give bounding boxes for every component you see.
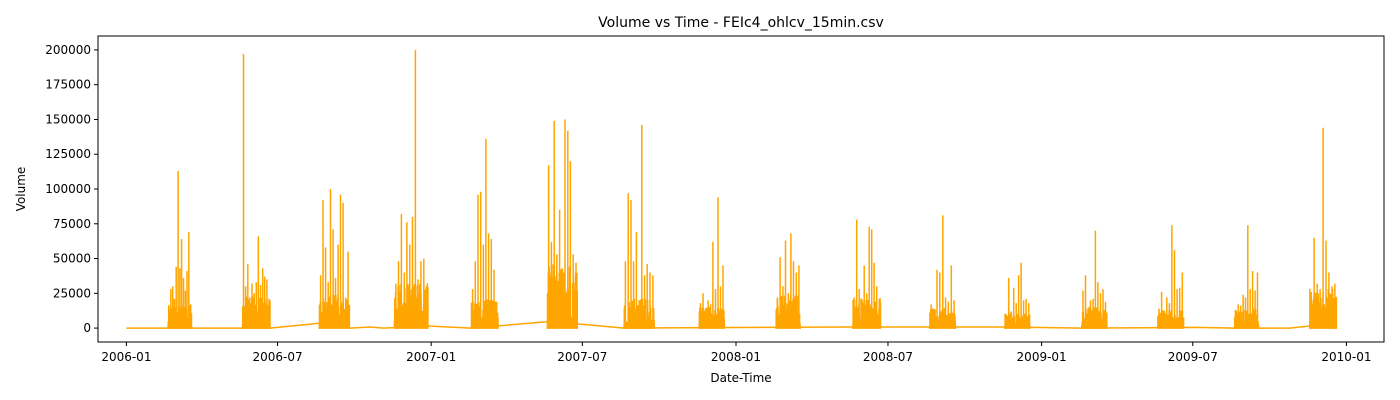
volume-burst-7 <box>623 125 655 329</box>
volume-burst-15 <box>1233 225 1260 329</box>
y-tick-label: 0 <box>83 321 91 335</box>
baseline-line <box>126 321 1337 329</box>
y-axis-label: Volume <box>14 167 28 212</box>
chart-title: Volume vs Time - FEIc4_ohlcv_15min.csv <box>598 15 884 31</box>
volume-burst-11 <box>928 215 957 329</box>
x-axis: 2006-01 2006-07 2007-01 2007-07 2008-01 2008-… <box>101 342 1371 364</box>
x-tick-label: 2008-07 <box>863 350 913 364</box>
x-tick-label: 2010-01 <box>1321 350 1371 364</box>
y-tick-label: 175000 <box>45 78 91 92</box>
volume-burst-10 <box>852 219 882 329</box>
y-tick-label: 25000 <box>53 286 91 300</box>
volume-burst-1 <box>167 170 193 329</box>
x-tick-label: 2006-07 <box>252 350 302 364</box>
x-tick-label: 2006-01 <box>101 350 151 364</box>
y-tick-label: 75000 <box>53 217 91 231</box>
y-tick-label: 200000 <box>45 43 91 57</box>
y-tick-label: 125000 <box>45 147 91 161</box>
volume-burst-2 <box>241 54 271 329</box>
y-tick-label: 50000 <box>53 252 91 266</box>
x-tick-label: 2009-07 <box>1168 350 1218 364</box>
plot-area <box>126 49 1338 329</box>
volume-burst-9 <box>775 233 802 329</box>
x-axis-label: Date-Time <box>710 371 771 385</box>
volume-burst-16 <box>1308 127 1338 329</box>
volume-series <box>126 49 1338 329</box>
plot-frame <box>97 35 1385 343</box>
y-axis: 0 25000 50000 75000 100000 125000 150000 175000… <box>45 43 98 335</box>
volume-burst-5 <box>470 138 499 329</box>
volume-burst-8 <box>698 197 726 329</box>
y-tick-label: 150000 <box>45 112 91 126</box>
x-tick-label: 2008-01 <box>711 350 761 364</box>
x-tick-label: 2007-07 <box>557 350 607 364</box>
volume-burst-14 <box>1156 225 1185 329</box>
x-tick-label: 2007-01 <box>406 350 456 364</box>
volume-burst-3 <box>318 189 351 329</box>
volume-burst-13 <box>1080 230 1108 329</box>
volume-burst-12 <box>1004 262 1031 329</box>
volume-burst-6 <box>546 119 579 329</box>
x-tick-label: 2009-01 <box>1017 350 1067 364</box>
y-tick-label: 100000 <box>45 182 91 196</box>
volume-burst-4 <box>393 49 429 329</box>
